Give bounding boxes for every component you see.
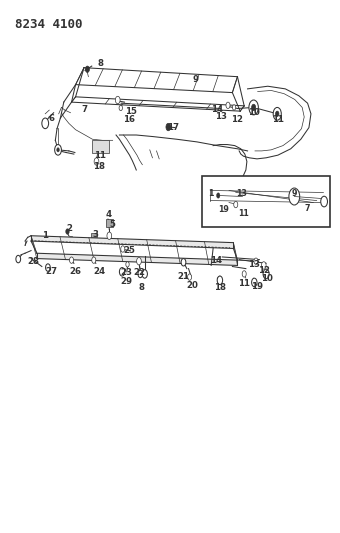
Text: 26: 26 <box>69 268 81 276</box>
Circle shape <box>126 262 129 267</box>
Circle shape <box>57 148 59 152</box>
Circle shape <box>261 262 266 269</box>
Circle shape <box>107 232 112 239</box>
Circle shape <box>55 144 62 155</box>
Text: 29: 29 <box>121 277 133 286</box>
Text: 5: 5 <box>110 220 116 229</box>
Text: 13: 13 <box>215 112 227 122</box>
Text: 13: 13 <box>248 260 260 269</box>
Circle shape <box>181 259 186 266</box>
Circle shape <box>242 271 246 277</box>
Circle shape <box>166 123 171 131</box>
Text: 24: 24 <box>93 268 105 276</box>
Bar <box>91 233 98 237</box>
Text: 16: 16 <box>123 115 135 124</box>
Text: 10: 10 <box>261 273 273 282</box>
Text: 14: 14 <box>211 104 223 114</box>
Circle shape <box>232 105 236 110</box>
Circle shape <box>119 268 125 276</box>
Text: 6: 6 <box>48 114 54 123</box>
Text: 8234 4100: 8234 4100 <box>15 18 82 31</box>
Polygon shape <box>37 253 237 265</box>
Text: 9: 9 <box>291 189 297 198</box>
Bar <box>106 219 113 227</box>
Circle shape <box>249 100 258 115</box>
Text: 7: 7 <box>81 104 87 114</box>
Circle shape <box>92 257 96 263</box>
Text: 4: 4 <box>105 210 112 219</box>
Circle shape <box>138 270 143 278</box>
Circle shape <box>94 158 99 165</box>
Text: 19: 19 <box>219 205 230 214</box>
Text: 18: 18 <box>214 283 226 292</box>
Circle shape <box>115 96 120 104</box>
Circle shape <box>69 257 73 263</box>
Text: 22: 22 <box>133 268 145 277</box>
Circle shape <box>66 229 69 234</box>
Text: 3: 3 <box>92 230 98 239</box>
Bar <box>92 140 108 153</box>
Text: 19: 19 <box>251 282 263 291</box>
Circle shape <box>217 193 220 198</box>
Bar <box>202 176 330 227</box>
Circle shape <box>119 106 122 111</box>
Text: 9: 9 <box>192 75 198 84</box>
Text: 2: 2 <box>67 224 72 233</box>
Text: 1: 1 <box>208 189 214 198</box>
Circle shape <box>188 274 191 280</box>
Circle shape <box>289 188 300 205</box>
Text: 13: 13 <box>236 189 247 198</box>
Text: 10: 10 <box>248 108 259 117</box>
Circle shape <box>121 246 125 252</box>
Text: 8: 8 <box>138 283 144 292</box>
Text: 7: 7 <box>305 204 310 213</box>
Circle shape <box>137 257 141 265</box>
Text: 17: 17 <box>167 123 180 132</box>
Text: 8: 8 <box>98 60 104 68</box>
Text: 14: 14 <box>210 256 223 265</box>
Text: 28: 28 <box>28 257 39 265</box>
Text: 12: 12 <box>232 115 243 124</box>
Circle shape <box>42 118 49 128</box>
Circle shape <box>234 201 238 208</box>
Text: 20: 20 <box>186 280 198 289</box>
Text: 23: 23 <box>121 268 133 277</box>
Circle shape <box>252 278 257 287</box>
Text: 18: 18 <box>93 163 105 171</box>
Text: 25: 25 <box>123 246 135 255</box>
Text: 27: 27 <box>45 268 57 276</box>
Circle shape <box>254 258 258 264</box>
Circle shape <box>217 276 223 285</box>
Circle shape <box>226 102 230 109</box>
Text: 12: 12 <box>258 266 270 275</box>
Text: 11: 11 <box>238 279 250 288</box>
Polygon shape <box>31 236 233 248</box>
Circle shape <box>275 111 279 116</box>
Circle shape <box>142 270 148 278</box>
Text: 11: 11 <box>272 115 284 124</box>
Text: 1: 1 <box>42 231 48 240</box>
Text: 11: 11 <box>238 209 249 218</box>
Circle shape <box>252 104 256 111</box>
Text: 21: 21 <box>177 271 189 280</box>
Circle shape <box>85 66 89 72</box>
Circle shape <box>273 108 281 120</box>
Circle shape <box>263 269 269 279</box>
Text: 11: 11 <box>94 151 106 160</box>
Circle shape <box>46 264 50 271</box>
Circle shape <box>321 196 327 207</box>
Text: 15: 15 <box>125 107 137 116</box>
Circle shape <box>16 255 21 263</box>
